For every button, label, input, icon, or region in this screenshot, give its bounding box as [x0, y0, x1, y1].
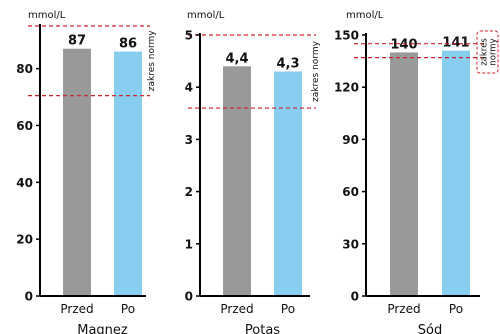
- y-tick-label: 3: [185, 133, 193, 147]
- unit-label: mmol/L: [28, 10, 66, 21]
- unit-label: mmol/L: [346, 10, 384, 21]
- norm-range-label: zakresnormy: [480, 38, 499, 66]
- unit-label: mmol/L: [187, 10, 225, 21]
- bar-przed: [390, 52, 418, 297]
- bar-przed: [63, 48, 91, 296]
- y-tick-label: 40: [16, 176, 33, 190]
- y-tick-label: 120: [334, 81, 359, 95]
- data-label: 87: [68, 34, 86, 49]
- y-tick-label: 0: [351, 290, 359, 304]
- y-tick-label: 5: [185, 29, 193, 43]
- y-tick-label: 2: [185, 185, 193, 199]
- chart-potas: mmol/L 4,4 Przed 4,3 Po zakres normy 0 1 2 3 4 5 Pot…: [185, 10, 321, 334]
- y-tick-label: 80: [16, 62, 33, 76]
- data-label: 140: [390, 37, 417, 52]
- category-label: Po: [281, 302, 295, 316]
- bar-po: [114, 51, 142, 296]
- chart-title: Sód: [418, 323, 442, 334]
- y-tick-label: 30: [342, 237, 359, 251]
- y-tick-label: 1: [185, 237, 193, 251]
- y-tick-label: 0: [185, 290, 193, 304]
- data-label: 4,4: [225, 51, 248, 66]
- y-tick-label: 4: [185, 81, 193, 95]
- chart-title: Magnez: [77, 323, 128, 334]
- bar-po: [442, 50, 470, 296]
- norm-label-box: [476, 30, 499, 74]
- y-tick-label: 150: [334, 29, 359, 43]
- category-label: Przed: [387, 302, 420, 316]
- norm-range-label: zakres normy: [311, 40, 321, 102]
- category-label: Po: [121, 302, 135, 316]
- chart-title: Potas: [245, 323, 280, 334]
- chart-sod: mmol/L140Przed141Pozakresnormy0306090120…: [334, 10, 499, 334]
- bar-przed: [223, 66, 251, 296]
- data-label: 86: [119, 37, 137, 52]
- y-tick-label: 0: [25, 290, 33, 304]
- category-label: Po: [449, 302, 463, 316]
- y-tick-label: 90: [342, 133, 359, 147]
- bar-po: [274, 71, 302, 296]
- y-tick-label: 60: [16, 119, 33, 133]
- y-tick-label: 60: [342, 185, 359, 199]
- chart-magnez: mmol/L 87 Przed 86 Po zakres normy 0 20 40 60 80 Ma…: [16, 10, 157, 334]
- y-tick-label: 20: [16, 233, 33, 247]
- data-label: 4,3: [276, 57, 299, 72]
- category-label: Przed: [220, 302, 253, 316]
- category-label: Przed: [60, 302, 93, 316]
- norm-range-label: zakres normy: [147, 30, 157, 92]
